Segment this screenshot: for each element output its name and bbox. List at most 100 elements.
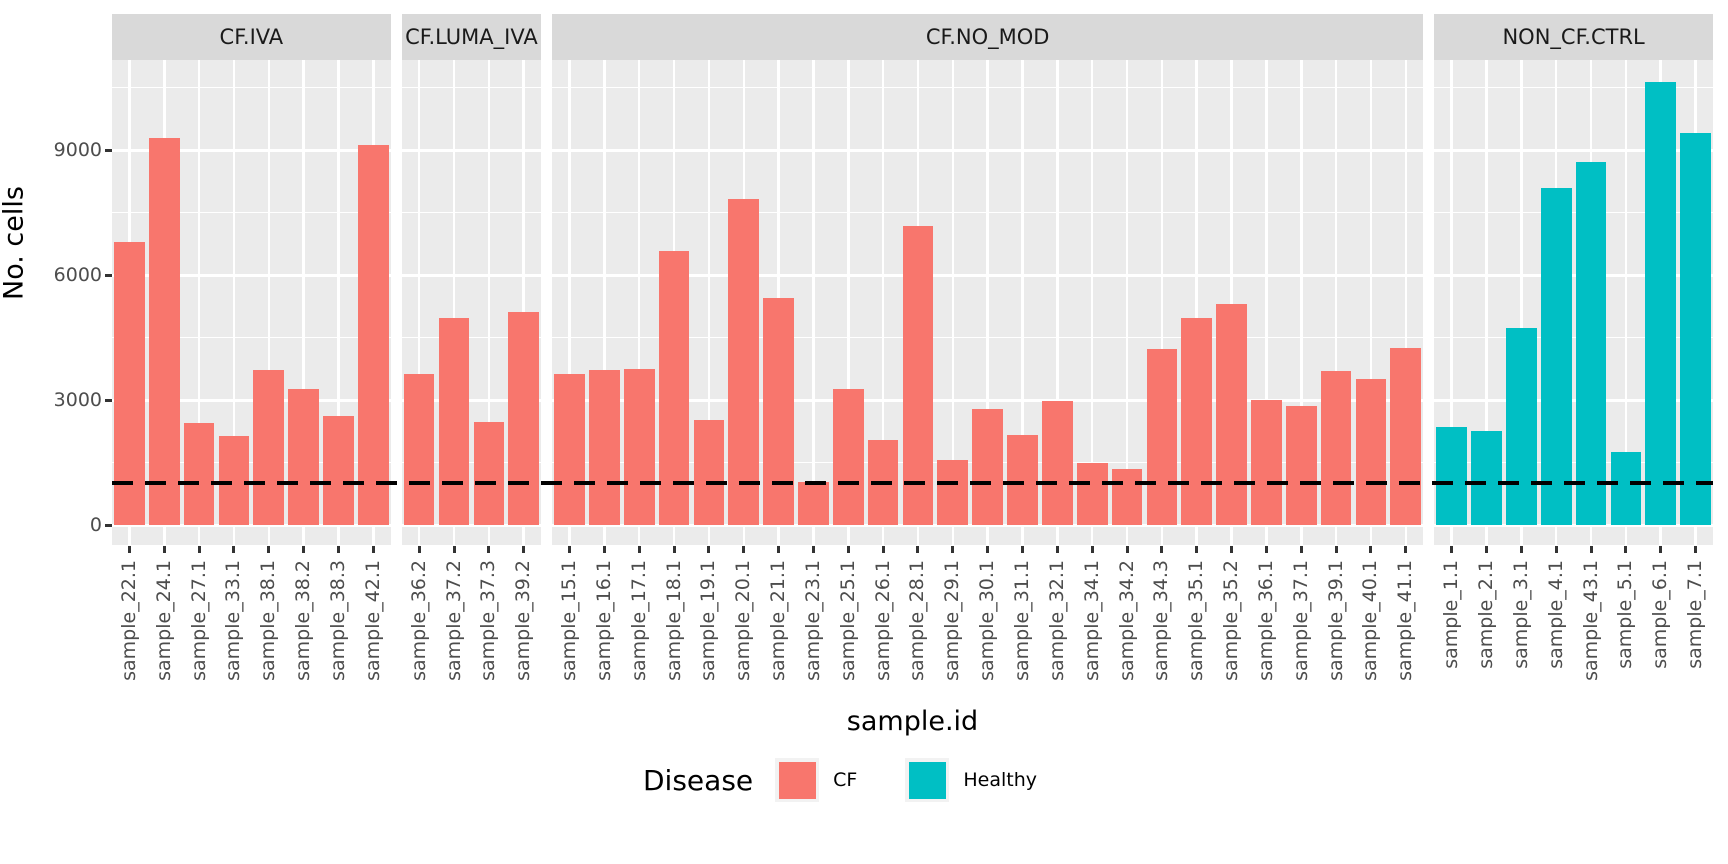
- x-tick-mark: [1040, 545, 1075, 554]
- x-tick-mark: [1539, 545, 1574, 554]
- x-tick-mark: [622, 545, 657, 554]
- x-tick-label: sample_34.3: [1150, 560, 1173, 681]
- vertical-gridline: [1450, 60, 1453, 545]
- bar-sample_39.2: [508, 311, 540, 525]
- x-tick-mark: [1144, 545, 1179, 554]
- x-tick-label: sample_4.1: [1544, 560, 1567, 669]
- bar-sample_35.2: [1216, 304, 1247, 525]
- minor-gridline: [401, 336, 542, 339]
- major-gridline: [112, 398, 391, 402]
- vertical-gridline: [986, 60, 989, 545]
- x-tick-label-cell: sample_27.1: [182, 560, 217, 710]
- x-tick-label-cell: sample_3.1: [1504, 560, 1539, 710]
- vertical-gridline: [1265, 60, 1268, 545]
- x-tick-label-cell: sample_22.1: [112, 560, 147, 710]
- x-tick-label: sample_43.1: [1579, 560, 1602, 681]
- x-tick-mark: [217, 545, 252, 554]
- bar-slot: [1643, 60, 1678, 545]
- x-tick-label: sample_37.1: [1289, 560, 1312, 681]
- x-tick-mark: [1110, 545, 1145, 554]
- x-tick-label: sample_1.1: [1440, 560, 1463, 669]
- major-gridline: [112, 523, 391, 527]
- bar-sample_5.1: [1610, 452, 1642, 525]
- x-tick-label-cell: sample_36.2: [402, 560, 437, 710]
- bar-sample_33.1: [218, 435, 250, 525]
- x-tick-label: sample_36.2: [407, 560, 430, 681]
- legend-key: [905, 758, 950, 802]
- bar-slot: [1110, 60, 1145, 545]
- x-tick-label-cell: sample_42.1: [356, 560, 391, 710]
- x-axis-title: sample.id: [846, 706, 979, 737]
- x-tick-mark: [866, 545, 901, 554]
- bar-slot: [796, 60, 831, 545]
- bar-slot: [217, 60, 252, 545]
- x-tick-mark: [437, 545, 472, 554]
- bar-slot: [1608, 60, 1643, 545]
- x-tick-label: sample_38.3: [326, 560, 349, 681]
- x-tick-mark: [1678, 545, 1713, 554]
- x-tick-mark: [1608, 545, 1643, 554]
- bar-slot: [1249, 60, 1284, 545]
- facet-panels: CF.IVA sample_22.1 sample_24.1 sample_27.1 s…: [112, 14, 1713, 710]
- major-gridline: [112, 273, 391, 277]
- x-tick-label-cell: sample_15.1: [552, 560, 587, 710]
- bar-slot: [506, 60, 541, 545]
- x-tick-label: sample_27.1: [187, 560, 210, 681]
- vertical-gridline: [1021, 60, 1024, 545]
- bar-slot: [251, 60, 286, 545]
- bar-slot: [147, 60, 182, 545]
- bar-slot: [1214, 60, 1249, 545]
- x-tick-mark: [251, 545, 286, 554]
- x-tick-mark: [692, 545, 727, 554]
- bar-slot: [1469, 60, 1504, 545]
- bar-sample_38.2: [288, 388, 319, 525]
- facet-strip-label: CF.NO_MOD: [552, 14, 1424, 60]
- bar-slot: [1319, 60, 1354, 545]
- x-tick-label-cell: sample_33.1: [217, 560, 252, 710]
- x-tick-mark: [1643, 545, 1678, 554]
- bar-slot: [321, 60, 356, 545]
- vertical-gridline: [1160, 60, 1164, 545]
- x-tick-label-cell: sample_2.1: [1469, 560, 1504, 710]
- bar-sample_27.1: [183, 422, 215, 525]
- x-tick-label: sample_41.1: [1394, 560, 1417, 681]
- vertical-gridline: [568, 60, 571, 545]
- bar-sample_6.1: [1645, 81, 1677, 525]
- x-tick-label: sample_28.1: [906, 560, 929, 681]
- x-tick-label-cell: sample_43.1: [1574, 560, 1609, 710]
- vertical-gridline: [487, 60, 491, 545]
- minor-gridline: [112, 211, 391, 214]
- bar-sample_31.1: [1007, 435, 1038, 525]
- x-tick-mark: [587, 545, 622, 554]
- minor-gridline: [112, 86, 391, 89]
- bar-sample_37.1: [1285, 405, 1317, 525]
- bar-slot: [692, 60, 727, 545]
- bar-sample_37.3: [473, 421, 505, 525]
- x-tick-mark: [726, 545, 761, 554]
- x-tick-label-cell: sample_37.2: [437, 560, 472, 710]
- facet-strip-label: CF.LUMA_IVA: [401, 14, 542, 60]
- facet-NON_CF.CTRL: NON_CF.CTRL sample_1.1 sample_2.1 sample_3.…: [1434, 14, 1713, 710]
- panel: [401, 60, 542, 545]
- minor-gridline: [1434, 211, 1713, 214]
- x-tick-label-cell: sample_39.1: [1319, 560, 1354, 710]
- vertical-gridline: [1404, 60, 1408, 545]
- x-tick-mark: [1284, 545, 1319, 554]
- vertical-gridline: [1090, 60, 1094, 545]
- vertical-gridline: [881, 60, 885, 545]
- x-tick-label: sample_5.1: [1614, 560, 1637, 669]
- x-tick-label-cell: sample_34.3: [1144, 560, 1179, 710]
- x-tick-mark: [1319, 545, 1354, 554]
- y-tick-mark: [105, 523, 112, 527]
- bar-sample_16.1: [589, 370, 620, 525]
- x-tick-label: sample_6.1: [1649, 560, 1672, 669]
- bar-slot: [1388, 60, 1423, 545]
- x-tick-label: sample_37.2: [442, 560, 465, 681]
- x-tick-label: sample_35.1: [1185, 560, 1208, 681]
- x-tick-mark: [1354, 545, 1389, 554]
- bar-slot: [935, 60, 970, 545]
- x-tick-label-cell: sample_41.1: [1388, 560, 1423, 710]
- legend-label-cf: CF: [833, 769, 858, 791]
- x-tick-label-cell: sample_39.2: [506, 560, 541, 710]
